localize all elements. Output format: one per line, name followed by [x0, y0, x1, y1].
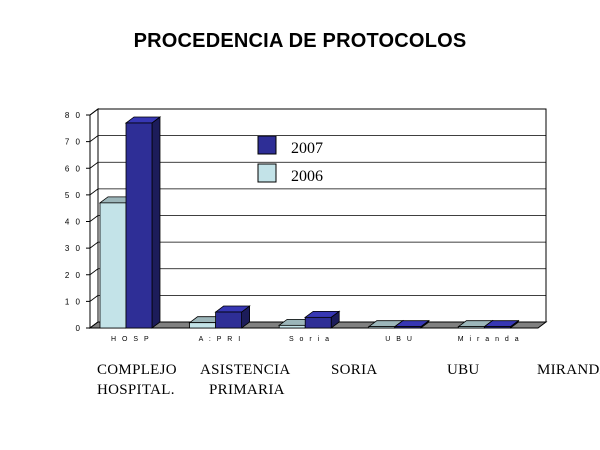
x-tick-label: S o r i a — [289, 336, 331, 343]
x-tick-label: H O S P — [111, 336, 151, 343]
gridline-side — [89, 215, 99, 222]
bar-2006-4 — [457, 326, 485, 329]
caption-asistencia-line1: ASISTENCIA — [200, 362, 291, 378]
x-tick-label: M i r a n d a — [458, 336, 521, 343]
bar-2007-1 — [215, 311, 243, 329]
legend-swatch-2007 — [257, 135, 277, 155]
caption-asistencia-line2: PRIMARIA — [209, 382, 285, 398]
gridline-side — [89, 241, 99, 249]
gridline-side — [89, 188, 99, 196]
legend-label-2006: 2006 — [291, 168, 323, 185]
y-tick-label: 1 0 — [65, 297, 82, 306]
y-tick-label: 5 0 — [65, 191, 82, 200]
chart-title: PROCEDENCIA DE PROTOCOLOS — [133, 30, 467, 52]
y-tick-label: 2 0 — [65, 271, 82, 280]
y-tick-label: 6 0 — [65, 164, 82, 173]
caption-complejo-line1: COMPLEJO — [97, 362, 177, 378]
bar-side-2007-0 — [151, 116, 161, 329]
gridline-side — [89, 135, 99, 142]
y-tick-label: 0 — [76, 324, 82, 333]
bar-2006-2 — [278, 324, 306, 329]
x-tick-label: A : P R I — [199, 336, 243, 343]
y-tick-label: 8 0 — [65, 111, 82, 120]
bar-2007-0 — [125, 122, 153, 329]
caption-soria: SORIA — [331, 362, 378, 378]
caption-complejo-line2: HOSPITAL. — [97, 382, 175, 398]
bar-2007-4 — [483, 326, 511, 329]
legend-swatch-2006 — [257, 163, 277, 183]
bar-2006-3 — [368, 326, 396, 329]
y-tick-label: 4 0 — [65, 218, 82, 227]
bar-2007-2 — [304, 316, 332, 329]
y-tick-label: 3 0 — [65, 244, 82, 253]
gridline-side — [89, 268, 99, 276]
gridline-side — [89, 295, 99, 302]
gridline-side — [89, 161, 99, 169]
bar-2007-3 — [394, 326, 422, 329]
y-tick-label: 7 0 — [65, 138, 82, 147]
bar-2006-0 — [99, 202, 127, 329]
caption-miranda: MIRANDA — [537, 362, 600, 378]
caption-ubu: UBU — [447, 362, 480, 378]
x-tick-label: U B U — [385, 336, 414, 343]
bar-2006-1 — [189, 322, 217, 329]
legend-label-2007: 2007 — [291, 140, 323, 157]
gridline-side — [89, 108, 99, 116]
